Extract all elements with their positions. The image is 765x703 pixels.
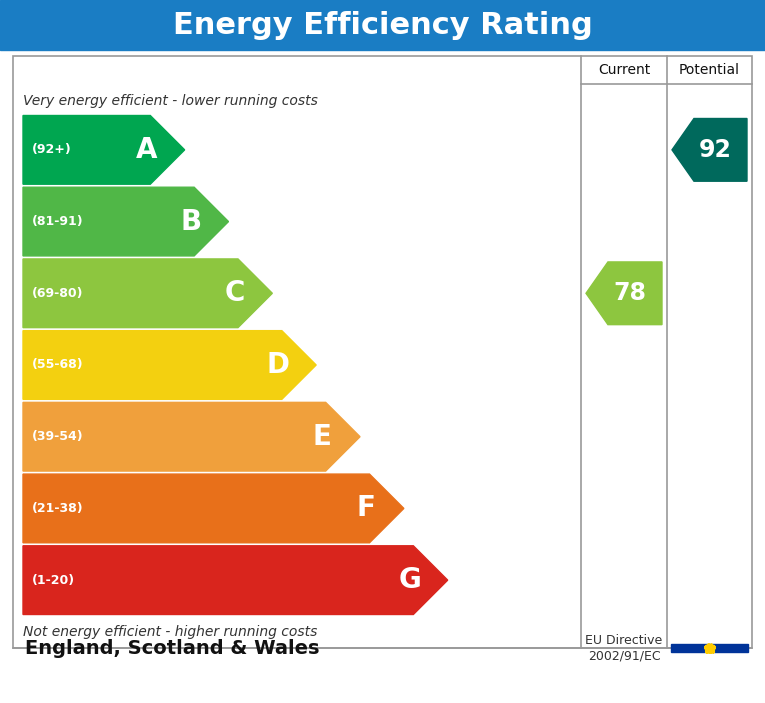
Text: England, Scotland & Wales: England, Scotland & Wales [25, 638, 320, 657]
Text: 78: 78 [613, 281, 646, 305]
Polygon shape [23, 546, 448, 614]
Text: C: C [224, 279, 245, 307]
Text: (21-38): (21-38) [32, 502, 83, 515]
Text: Potential: Potential [679, 63, 740, 77]
Text: B: B [180, 207, 201, 236]
Text: (69-80): (69-80) [32, 287, 83, 299]
Polygon shape [23, 115, 184, 184]
Bar [13, 56, 752, 648]
Text: A: A [136, 136, 158, 164]
Text: F: F [356, 494, 376, 522]
Text: Very energy efficient - lower running costs: Very energy efficient - lower running co… [23, 94, 318, 108]
Text: E: E [313, 423, 332, 451]
Text: (1-20): (1-20) [32, 574, 75, 586]
Text: (92+): (92+) [32, 143, 72, 156]
Text: 92: 92 [698, 138, 731, 162]
Text: (39-54): (39-54) [32, 430, 83, 443]
Text: (55-68): (55-68) [32, 359, 83, 371]
Bar [671, 644, 748, 652]
Polygon shape [23, 474, 404, 543]
Text: G: G [399, 566, 422, 594]
Polygon shape [23, 330, 316, 399]
Text: (81-91): (81-91) [32, 215, 83, 228]
Polygon shape [23, 259, 272, 328]
Polygon shape [23, 402, 360, 471]
Text: Energy Efficiency Rating: Energy Efficiency Rating [173, 11, 592, 39]
Text: D: D [267, 351, 290, 379]
Polygon shape [586, 262, 662, 325]
Text: EU Directive: EU Directive [585, 633, 662, 647]
Bar [0, 0, 765, 50]
Polygon shape [672, 119, 747, 181]
Text: Current: Current [598, 63, 650, 77]
Text: 2002/91/EC: 2002/91/EC [588, 650, 660, 662]
Text: Not energy efficient - higher running costs: Not energy efficient - higher running co… [23, 625, 317, 639]
Polygon shape [23, 187, 229, 256]
